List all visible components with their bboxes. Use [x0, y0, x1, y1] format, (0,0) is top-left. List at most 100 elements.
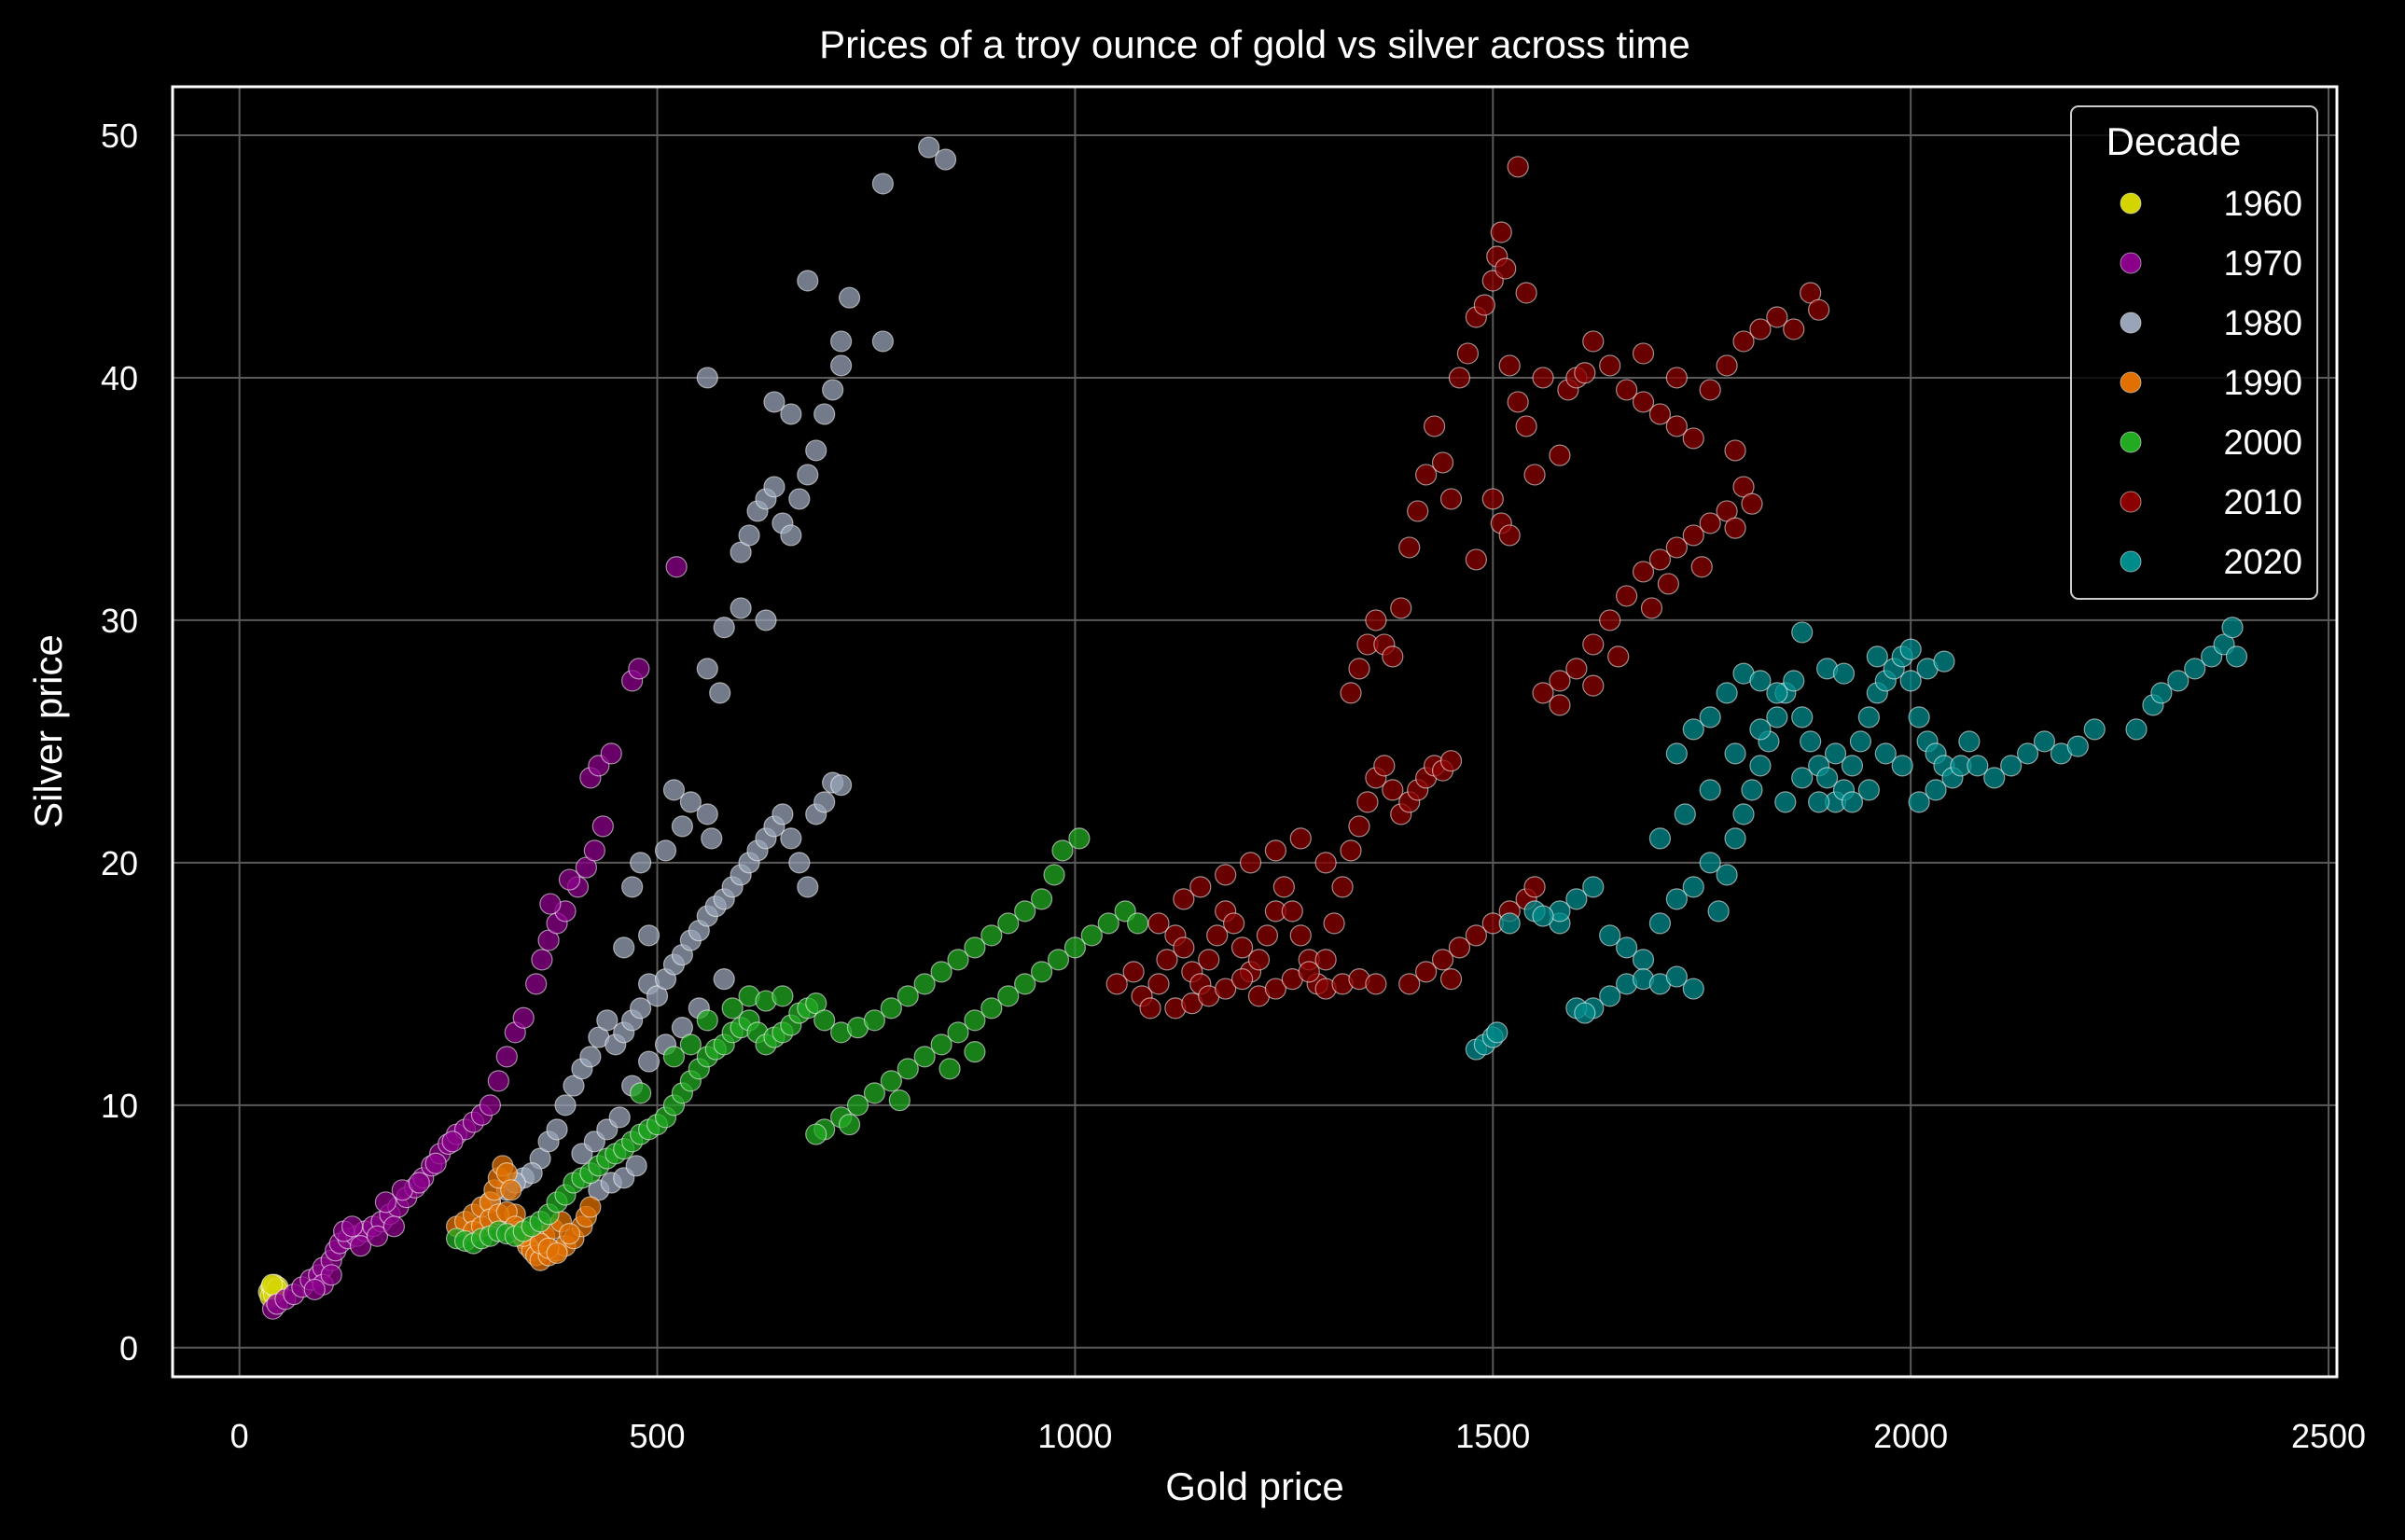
legend-label: 1990 [2223, 364, 2302, 403]
data-point [1365, 973, 1387, 995]
data-point [888, 1089, 911, 1112]
data-point [1665, 742, 1688, 765]
data-point [1749, 318, 1772, 340]
chart-title: Prices of a troy ounce of gold vs silver… [819, 22, 1690, 66]
data-point [637, 924, 660, 947]
data-point [1565, 658, 1588, 680]
data-point [579, 1196, 602, 1218]
data-point [1849, 730, 1872, 753]
data-point [1105, 973, 1128, 995]
data-point [1523, 464, 1546, 486]
legend-label: 1960 [2223, 185, 2302, 224]
data-point [1808, 298, 1830, 321]
data-point [1800, 730, 1822, 753]
y-tick-label: 20 [101, 844, 138, 882]
data-point [1068, 827, 1091, 850]
data-point [813, 1009, 836, 1032]
data-point [600, 742, 622, 765]
data-point [730, 597, 752, 619]
data-point [558, 868, 581, 891]
data-point [813, 791, 836, 813]
series-2000 [445, 827, 1149, 1255]
data-point [512, 1006, 535, 1029]
data-point [1448, 936, 1471, 959]
data-point [1223, 912, 1245, 935]
legend-label: 2020 [2223, 543, 2302, 582]
data-point [1582, 876, 1605, 898]
data-point [1264, 978, 1286, 1000]
data-point [1933, 650, 1955, 673]
data-point [1699, 706, 1721, 728]
data-point [1063, 936, 1087, 959]
data-point [554, 1094, 577, 1117]
data-point [1230, 936, 1254, 959]
data-point [1431, 451, 1454, 474]
data-point [805, 439, 827, 462]
data-point [1415, 961, 1438, 983]
data-point [500, 1179, 522, 1201]
data-point [1925, 779, 1947, 801]
data-point [1674, 803, 1696, 825]
data-point [1857, 706, 1880, 728]
data-point [1632, 949, 1655, 971]
data-point [1774, 791, 1797, 813]
y-tick-label: 50 [101, 117, 138, 155]
legend-label: 2010 [2223, 483, 2302, 522]
data-point [1494, 257, 1517, 280]
legend-title: Decade [2106, 119, 2242, 163]
data-point [621, 876, 644, 898]
data-point [2066, 735, 2089, 757]
data-point [637, 1050, 660, 1073]
data-point [1665, 367, 1688, 389]
legend-marker [2120, 371, 2142, 394]
data-point [1314, 949, 1337, 971]
data-point [934, 148, 957, 171]
data-point [1665, 965, 1688, 988]
data-point [1574, 1002, 1596, 1024]
data-point [838, 286, 861, 309]
x-tick-label: 2500 [2291, 1417, 2366, 1455]
x-axis-ticks: 0 500 1000 1500 2000 2500 [230, 1417, 2366, 1455]
data-point [1030, 888, 1053, 910]
x-tick-label: 500 [629, 1417, 685, 1455]
data-point [1281, 900, 1303, 923]
data-point [1841, 791, 1864, 813]
data-point [495, 1046, 518, 1068]
data-point [1632, 561, 1655, 583]
data-point [738, 524, 760, 547]
data-point [1607, 645, 1630, 668]
data-point [1616, 379, 1638, 401]
data-point [1532, 682, 1554, 704]
data-point [1616, 585, 1638, 607]
data-point [2083, 718, 2106, 741]
plot-frame [171, 85, 2339, 1379]
data-point [2000, 755, 2023, 777]
data-point [997, 912, 1020, 935]
data-point [1051, 839, 1074, 862]
data-point [696, 658, 718, 680]
data-point [654, 839, 677, 862]
data-point [2016, 742, 2039, 765]
data-point [1423, 415, 1446, 437]
data-point [830, 330, 853, 353]
data-point [1908, 706, 1930, 728]
data-point [408, 1172, 430, 1194]
data-point [1632, 391, 1655, 413]
data-point [1749, 670, 1772, 692]
data-point [709, 682, 731, 704]
data-point [1515, 415, 1537, 437]
data-point [1080, 924, 1103, 947]
data-point [788, 852, 811, 874]
legend-label: 1980 [2223, 304, 2302, 343]
data-point [1908, 791, 1930, 813]
data-point [349, 1235, 372, 1257]
legend-marker [2120, 312, 2142, 334]
data-point [830, 774, 853, 797]
data-point [897, 985, 919, 1007]
data-point [630, 852, 652, 874]
data-point [1791, 767, 1814, 789]
data-point [830, 354, 853, 377]
data-point [1574, 362, 1596, 384]
